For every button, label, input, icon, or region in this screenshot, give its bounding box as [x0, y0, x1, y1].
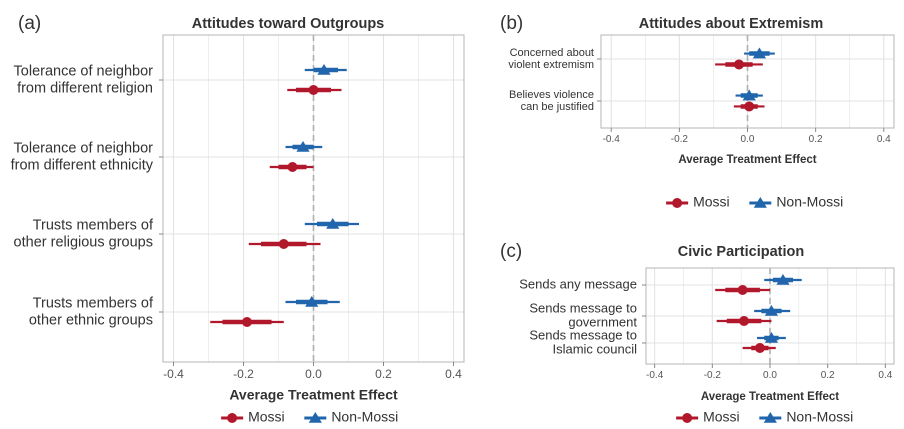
panel-title: Attitudes toward Outgroups [192, 16, 385, 32]
panel-3: (c) Civic Participation -0.4 -0.2 0.0 0.2 0.4 A… [500, 241, 895, 425]
x-tick-label: 0.0 [305, 367, 322, 381]
point-marker [742, 89, 756, 101]
category-label: other religious groups [14, 234, 153, 250]
x-tick-label: -0.4 [163, 367, 184, 381]
x-tick-label: 0.0 [763, 370, 777, 381]
point-marker [326, 218, 340, 229]
category-label: government [568, 314, 637, 329]
x-tick-label: -0.4 [603, 134, 621, 145]
x-tick-label: -0.2 [233, 367, 254, 381]
legend-label: Non-Mossi [331, 409, 398, 425]
category-label: Sends message to [529, 300, 637, 315]
legend: Mossi Non-Mossi [676, 409, 853, 425]
point-marker [752, 47, 767, 59]
category-label: Concerned about [510, 47, 594, 59]
legend-item: Non-Mossi [304, 409, 398, 425]
legend-marker [682, 413, 693, 423]
legend-label: Non-Mossi [786, 409, 853, 425]
category-label: Trusts members of [33, 217, 154, 233]
legend: Mossi Non-Mossi [221, 409, 398, 425]
category-label: other ethnic groups [29, 312, 153, 328]
legend-marker [763, 412, 777, 423]
panel-id: (c) [500, 241, 522, 262]
legend-label: Mossi [248, 409, 285, 425]
point-marker [305, 296, 319, 307]
point-marker [287, 162, 298, 172]
x-axis-title: Average Treatment Effect [701, 391, 839, 403]
x-tick-label: 0.2 [809, 134, 823, 145]
category-label: Sends message to [529, 327, 637, 342]
category-label: Tolerance of neighbor [14, 63, 154, 79]
x-tick-label: -0.4 [646, 370, 664, 381]
point-marker [733, 59, 744, 70]
category-label: violent extremism [508, 59, 594, 71]
category-label: from different religion [17, 80, 153, 96]
legend: Mossi Non-Mossi [666, 194, 843, 210]
point-marker [278, 239, 289, 249]
x-tick-label: -0.2 [704, 370, 722, 381]
x-axis-title: Average Treatment Effect [678, 154, 816, 166]
category-label: from different ethnicity [11, 157, 154, 173]
legend-marker [753, 197, 767, 208]
panel-1: (a) Attitudes toward Outgroups -0.4 -0.2 0.0… [11, 13, 465, 425]
panel-title: Civic Participation [678, 244, 805, 260]
legend-marker [672, 198, 683, 208]
point-marker [242, 317, 252, 327]
point-marker [754, 343, 765, 353]
point-marker [764, 332, 779, 343]
legend-label: Mossi [693, 194, 730, 210]
category-label: Sends any message [519, 276, 637, 291]
panel-id: (b) [500, 13, 523, 34]
point-marker [296, 141, 310, 152]
legend-item: Non-Mossi [759, 409, 853, 425]
x-tick-label: 0.0 [741, 134, 755, 145]
panel-2: (b) Attitudes about Extremism -0.4 -0.2 0.0 0… [500, 13, 895, 210]
legend-label: Non-Mossi [776, 194, 843, 210]
category-label: can be justified [521, 101, 594, 113]
category-label: Islamic council [552, 341, 637, 356]
panel-id: (a) [18, 13, 41, 34]
point-marker [744, 101, 755, 112]
category-label: Tolerance of neighbor [14, 140, 154, 156]
legend-marker [308, 412, 322, 423]
point-marker [764, 305, 779, 316]
point-marker [776, 274, 790, 285]
x-tick-label: 0.4 [878, 370, 892, 381]
x-tick-label: 0.4 [877, 134, 891, 145]
category-label: Trusts members of [33, 295, 154, 311]
legend-label: Mossi [703, 409, 740, 425]
point-marker [737, 285, 748, 295]
x-tick-label: 0.2 [821, 370, 835, 381]
x-axis-title: Average Treatment Effect [229, 387, 398, 403]
legend-item: Mossi [221, 409, 285, 425]
legend-item: Non-Mossi [749, 194, 843, 210]
x-tick-label: -0.2 [671, 134, 689, 145]
panel-title: Attitudes about Extremism [639, 16, 824, 32]
point-marker [739, 316, 750, 326]
x-tick-label: 0.2 [375, 367, 392, 381]
point-marker [317, 64, 331, 75]
legend-item: Mossi [676, 409, 740, 425]
legend-marker [227, 413, 238, 423]
point-marker [308, 85, 319, 95]
legend-item: Mossi [666, 194, 730, 210]
x-tick-label: 0.4 [445, 367, 462, 381]
category-label: Believes violence [509, 89, 594, 101]
